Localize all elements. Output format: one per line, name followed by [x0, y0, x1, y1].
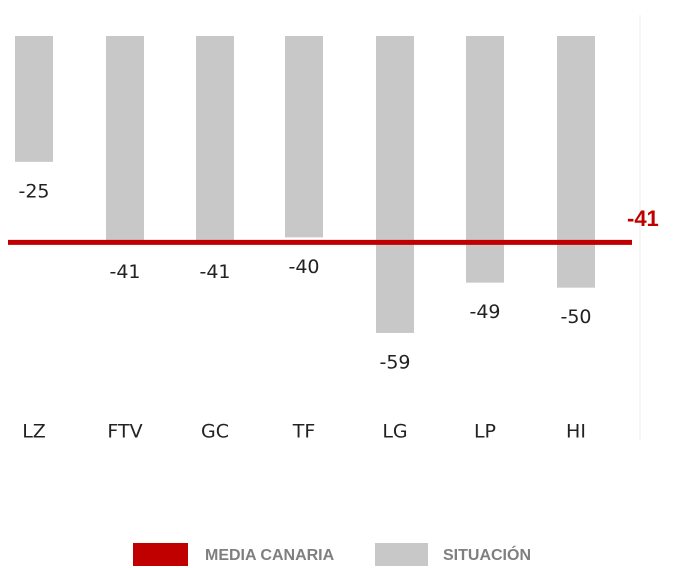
bar: [196, 36, 234, 243]
data-label: -50: [560, 306, 591, 328]
bar: [106, 36, 144, 243]
data-label: -25: [18, 180, 49, 202]
bar: [557, 36, 595, 288]
bar: [15, 36, 53, 162]
data-label: -41: [199, 261, 230, 283]
x-tick-label: TF: [292, 421, 316, 443]
reference-label: -41: [627, 206, 659, 231]
x-tick-label: LG: [382, 421, 407, 443]
data-label: -59: [379, 351, 410, 373]
x-tick-label: GC: [201, 421, 229, 443]
data-label: -41: [109, 261, 140, 283]
x-tick-label: FTV: [107, 421, 142, 443]
legend-swatch: [375, 543, 428, 566]
x-tick-label: LZ: [22, 421, 46, 443]
x-tick-label: HI: [566, 421, 586, 443]
bar: [376, 36, 414, 333]
bar: [285, 36, 323, 238]
legend-label: SITUACIÓN: [443, 545, 531, 564]
data-label: -40: [288, 256, 319, 278]
legend-label: MEDIA CANARIA: [205, 547, 335, 564]
x-tick-label: LP: [474, 421, 496, 443]
bar: [466, 36, 504, 283]
legend-swatch: [133, 543, 188, 566]
data-label: -49: [469, 301, 500, 323]
